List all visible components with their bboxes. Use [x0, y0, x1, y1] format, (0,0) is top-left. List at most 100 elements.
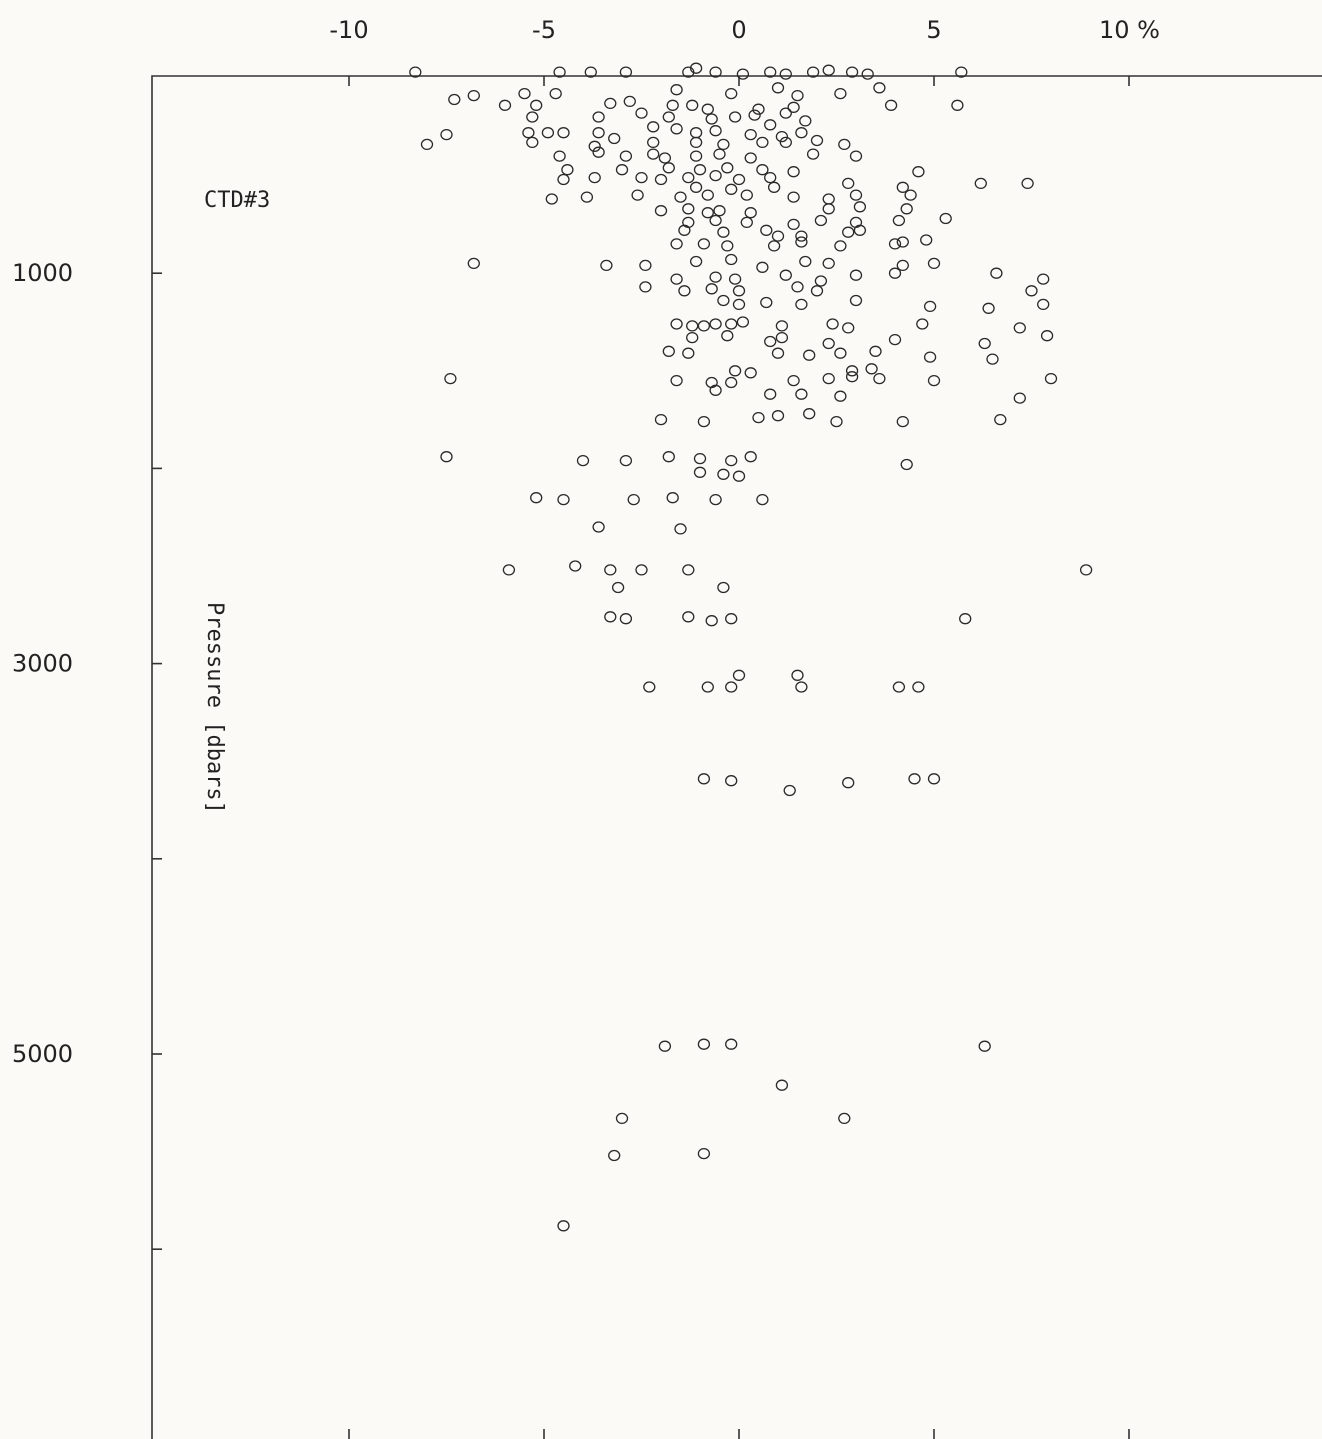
data-point: [1040, 330, 1054, 342]
data-point: [662, 111, 675, 123]
data-point: [717, 468, 730, 480]
data-point: [522, 127, 535, 139]
data-point: [526, 111, 539, 123]
data-point: [643, 681, 656, 693]
data-point: [717, 581, 730, 594]
data-point: [647, 121, 660, 133]
data-point: [888, 267, 902, 279]
data-point: [553, 150, 566, 162]
data-point: [771, 82, 785, 94]
data-point: [701, 103, 714, 115]
data-point: [826, 318, 839, 330]
data-point: [592, 127, 605, 139]
data-point: [721, 330, 734, 342]
data-point: [822, 337, 835, 350]
data-point: [682, 171, 695, 184]
data-point: [845, 365, 859, 377]
data-point: [923, 351, 937, 363]
data-point: [498, 99, 512, 111]
data-point: [444, 372, 457, 385]
data-point: [842, 226, 855, 238]
data-point: [873, 372, 886, 385]
data-point: [744, 451, 757, 463]
data-point: [1044, 372, 1058, 385]
data-point: [619, 613, 633, 625]
data-point: [689, 127, 703, 139]
data-point: [725, 1038, 738, 1050]
y-tick-label: 5000: [12, 1040, 73, 1068]
data-point: [822, 372, 835, 385]
data-point: [752, 103, 765, 115]
data-point: [674, 523, 687, 535]
data-point: [557, 127, 570, 139]
data-point: [908, 773, 921, 785]
data-point: [767, 181, 781, 193]
data-point: [744, 128, 757, 141]
data-point: [592, 111, 605, 123]
x-tick-labels-group: -10 -5 0 5 10 %: [329, 16, 1160, 44]
data-point: [697, 773, 711, 785]
data-point: [787, 374, 800, 387]
data-point: [845, 66, 859, 78]
data-point: [994, 413, 1007, 426]
data-point: [604, 97, 617, 110]
y-axis-label: Pressure [dbars]: [202, 602, 227, 814]
data-point: [849, 189, 863, 201]
data-point: [686, 331, 699, 344]
data-point: [744, 367, 757, 379]
data-point: [787, 166, 800, 178]
data-point: [795, 127, 808, 139]
data-point: [654, 413, 668, 426]
data-point: [409, 66, 422, 78]
data-point: [896, 415, 909, 428]
data-point: [939, 212, 952, 225]
data-point: [1013, 322, 1026, 334]
data-point: [736, 316, 750, 328]
data-point: [795, 236, 808, 248]
data-point: [682, 203, 695, 215]
data-point: [732, 298, 746, 311]
data-point: [670, 123, 683, 135]
data-point: [530, 492, 543, 504]
data-point: [658, 1040, 672, 1052]
data-point: [771, 410, 785, 422]
data-point: [978, 337, 991, 350]
data-point: [791, 669, 804, 681]
data-point: [608, 132, 621, 145]
data-point: [756, 164, 769, 176]
data-point: [849, 150, 863, 162]
data-point: [849, 269, 863, 281]
data-point: [709, 214, 722, 227]
x-tick-label: 10 %: [1099, 16, 1160, 44]
y-tick-labels-group: 1000 3000 5000: [12, 259, 73, 1068]
data-point: [530, 99, 543, 111]
x-tick-label: 0: [731, 16, 746, 44]
data-point: [803, 349, 816, 361]
data-point: [526, 136, 539, 149]
data-point: [760, 296, 773, 309]
data-point: [806, 148, 820, 160]
data-point: [912, 681, 925, 693]
data-point: [892, 681, 906, 693]
data-point: [752, 411, 765, 424]
data-point: [639, 281, 652, 293]
data-point: [810, 134, 824, 147]
data-point: [713, 148, 726, 160]
data-point: [592, 146, 605, 158]
plot-frame-group: [151, 75, 1322, 1439]
data-point: [611, 581, 625, 594]
data-point: [912, 166, 925, 178]
data-point: [682, 347, 695, 359]
data-point: [748, 109, 761, 121]
data-point: [721, 162, 734, 174]
data-point: [783, 784, 796, 797]
data-point: [670, 273, 683, 285]
data-point: [584, 66, 597, 78]
data-point: [803, 408, 816, 420]
data-point: [541, 127, 555, 139]
data-point: [666, 99, 679, 111]
data-point: [662, 451, 675, 463]
data-point: [502, 564, 516, 576]
data-point: [518, 87, 531, 100]
data-point: [787, 218, 800, 231]
